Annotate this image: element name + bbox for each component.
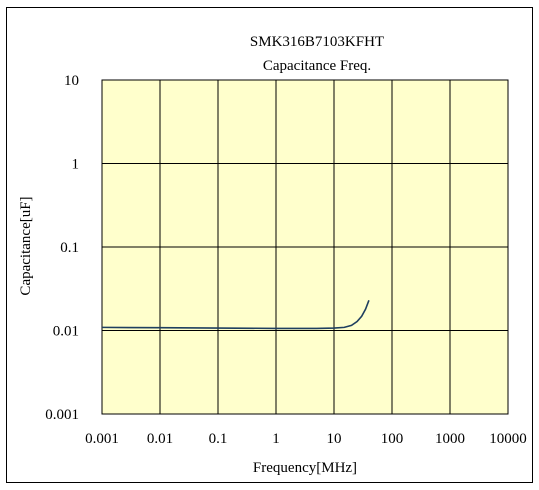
x-tick-label: 1 [272,431,280,447]
y-tick-label: 10 [64,73,79,89]
y-tick-label: 1 [72,157,80,173]
x-tick-label: 0.01 [147,431,173,447]
y-tick-label: 0.01 [53,324,79,340]
x-tick-label: 100 [381,431,404,447]
chart-subtitle: Capacitance Freq. [263,58,371,74]
y-tick-label: 0.1 [60,240,79,256]
chart-title: SMK316B7103KFHT [250,34,384,50]
x-tick-label: 10000 [489,431,527,447]
x-tick-labels: 0.001 0.01 0.1 1 10 100 1000 10000 [85,431,527,447]
grid [101,79,509,415]
y-tick-label: 0.001 [45,407,79,423]
x-axis-label: Frequency[MHz] [253,460,357,476]
y-tick-labels: 0.001 0.01 0.1 1 10 [45,73,79,423]
series-line [101,300,370,330]
x-tick-label: 10 [327,431,342,447]
y-axis-label: Capacitance[uF] [18,196,34,295]
x-tick-label: 0.001 [85,431,119,447]
x-tick-label: 0.1 [209,431,228,447]
series-group [101,300,370,330]
x-tick-label: 1000 [435,431,465,447]
